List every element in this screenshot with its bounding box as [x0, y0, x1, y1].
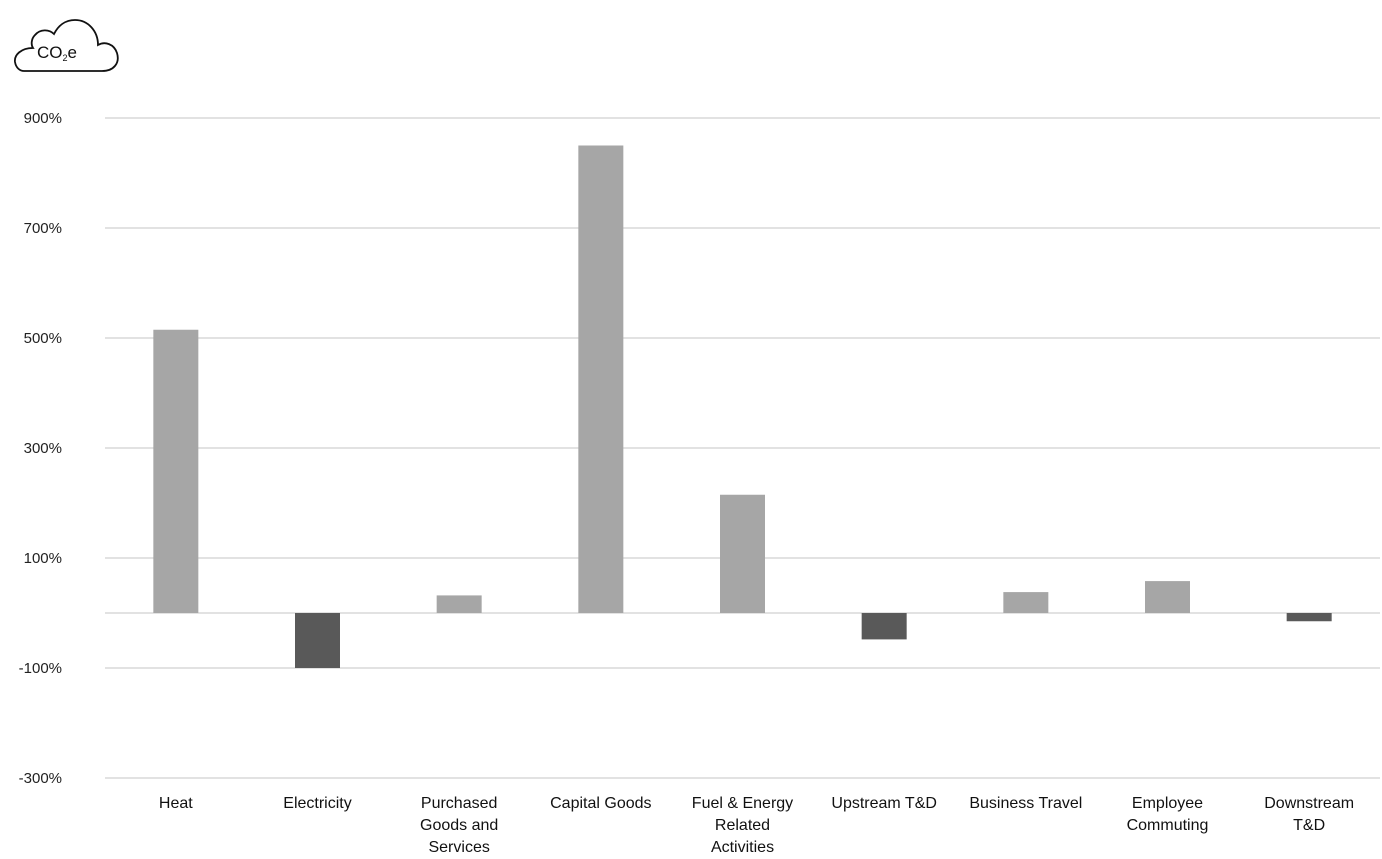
x-tick-label: Employee Commuting: [1127, 795, 1209, 834]
x-tick-label-line: Capital Goods: [550, 795, 651, 812]
x-tick-label-line: Related: [715, 817, 770, 834]
y-tick-label: 100%: [24, 550, 62, 567]
co2e-label: CO2e: [37, 44, 77, 63]
x-tick-label: Purchased Goods and Services: [420, 795, 498, 856]
bar: [436, 595, 482, 613]
co2e-prefix: CO: [37, 43, 63, 62]
x-tick-label-line: Purchased: [421, 795, 498, 812]
bar: [861, 613, 907, 640]
bar: [1145, 581, 1190, 613]
x-tick-label: Capital Goods: [550, 795, 651, 812]
x-tick-label-line: Goods and: [420, 817, 498, 834]
bar: [578, 145, 624, 613]
y-tick-label: 300%: [24, 440, 62, 457]
y-tick-label: -100%: [19, 660, 62, 677]
x-tick-label: Business Travel: [969, 795, 1082, 812]
x-tick-label-line: Services: [428, 839, 489, 856]
x-tick-label: Downstream T&D: [1264, 795, 1354, 834]
y-tick-label: 700%: [24, 220, 62, 237]
bar: [1286, 613, 1332, 622]
x-tick-label-line: Business Travel: [969, 795, 1082, 812]
co2e-suffix: e: [67, 43, 77, 62]
y-tick-label: -300%: [19, 770, 62, 787]
x-tick-label: Electricity: [283, 795, 351, 812]
x-tick-label-line: Electricity: [283, 795, 351, 812]
x-tick-label-line: Fuel & Energy: [692, 795, 793, 812]
cloud-icon: [14, 19, 119, 72]
bar: [295, 613, 340, 668]
bar: [153, 329, 199, 613]
x-tick-label: Fuel & Energy Related Activities: [692, 795, 793, 856]
bar: [1003, 592, 1049, 613]
x-tick-label-line: T&D: [1293, 817, 1325, 834]
x-tick-label-line: Upstream T&D: [831, 795, 937, 812]
x-tick-label-line: Downstream: [1264, 795, 1354, 812]
y-tick-label: 900%: [24, 110, 62, 127]
co2e-badge: CO2e: [10, 8, 120, 78]
x-tick-label-line: Commuting: [1127, 817, 1209, 834]
co2e-subscript: 2: [62, 53, 68, 63]
x-tick-label-line: Employee: [1132, 795, 1203, 812]
x-tick-label: Heat: [159, 795, 193, 812]
y-tick-label: 500%: [24, 330, 62, 347]
bar: [720, 494, 765, 613]
x-tick-label: Upstream T&D: [831, 795, 937, 812]
x-tick-label-line: Activities: [711, 839, 774, 856]
x-tick-label-line: Heat: [159, 795, 193, 812]
